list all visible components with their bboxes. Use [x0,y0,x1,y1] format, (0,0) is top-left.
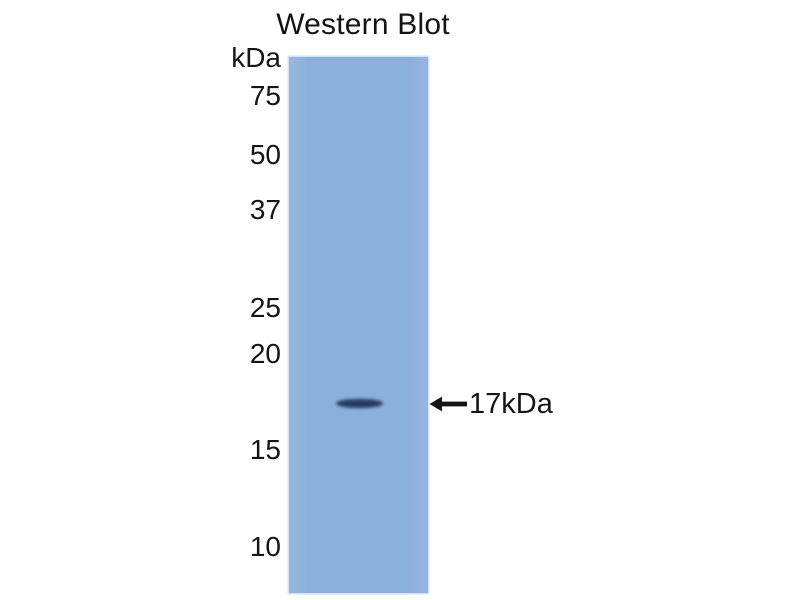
band-annotation: 17kDa [428,386,553,422]
ladder-mark-15: 15 [249,434,281,465]
ladder-mark-25: 25 [249,292,281,323]
ladder-unit-label: kDa [231,42,281,73]
protein-band [336,399,383,408]
page-title: Western Blot [276,8,450,41]
lane-sheen [289,57,428,593]
gel-lane [289,57,428,593]
arrow-left-icon [429,396,467,412]
ladder-mark-20: 20 [249,338,281,369]
ladder-mark-75: 75 [249,80,281,111]
ladder-mark-37: 37 [249,194,281,225]
ladder-mark-10: 10 [249,531,281,562]
ladder-mark-50: 50 [249,139,281,170]
band-size-label: 17kDa [469,388,553,420]
